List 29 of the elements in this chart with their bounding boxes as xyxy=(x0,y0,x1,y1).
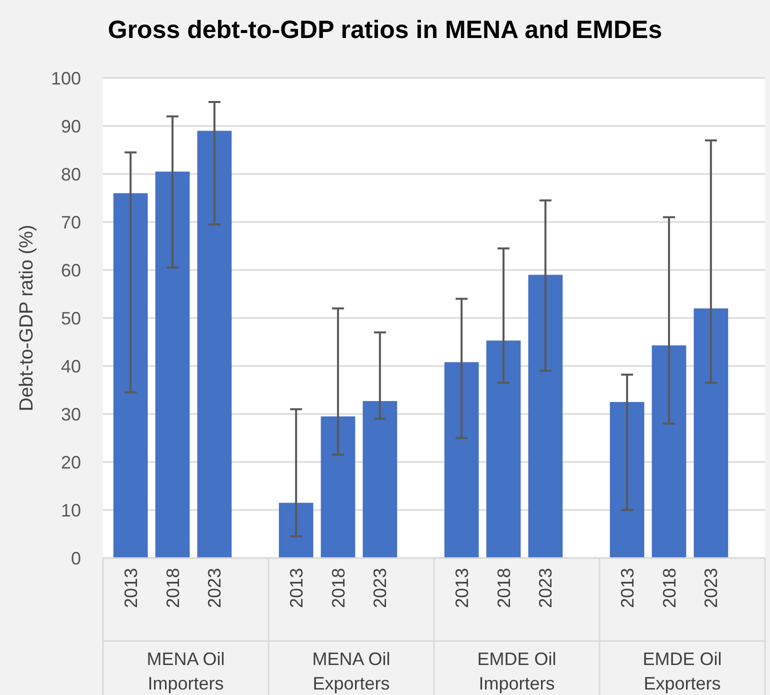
x-tick-label: 2018 xyxy=(659,568,680,608)
x-tick-label: 2023 xyxy=(370,568,390,608)
text: EMDE Oil Importers xyxy=(477,649,556,694)
y-tick-label: 50 xyxy=(60,308,81,328)
x-tick-label: 2023 xyxy=(701,568,722,608)
x-tick-label: 2023 xyxy=(536,568,556,608)
y-axis-title: Debt-to-GDP ratio (%) xyxy=(16,224,38,412)
y-tick-label: 30 xyxy=(60,404,81,424)
x-tick-label: 2013 xyxy=(617,568,638,608)
x-tick-label: 2018 xyxy=(162,568,183,608)
y-tick-label: 100 xyxy=(50,68,81,88)
x-tick-label: 2013 xyxy=(452,568,472,608)
y-tick-label: 10 xyxy=(60,500,81,520)
text: MENA Oil Exporters xyxy=(312,649,390,694)
y-tick-label: 70 xyxy=(60,212,81,232)
x-tick-label: 2013 xyxy=(120,568,141,608)
x-tick-label: 2018 xyxy=(494,568,514,608)
text: EMDE Oil Exporters xyxy=(642,649,722,694)
y-tick-label: 90 xyxy=(60,116,81,136)
x-tick-label: 2018 xyxy=(328,568,348,608)
y-tick-label: 0 xyxy=(70,548,81,568)
x-tick-label: 2023 xyxy=(204,568,225,608)
y-tick-label: 60 xyxy=(60,260,81,280)
text: MENA Oil Importers xyxy=(146,649,225,694)
y-tick-label: 20 xyxy=(60,452,81,472)
x-tick-label: 2013 xyxy=(286,568,306,608)
chart-title: Gross debt-to-GDP ratios in MENA and EMDEs xyxy=(108,16,662,44)
y-tick-label: 80 xyxy=(60,164,81,184)
y-tick-label: 40 xyxy=(60,356,81,376)
